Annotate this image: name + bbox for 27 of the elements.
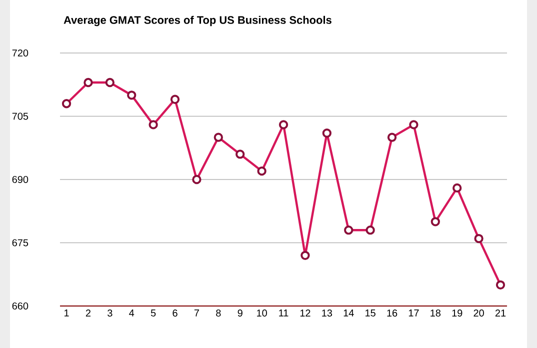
x-tick-label: 10 xyxy=(257,310,267,317)
x-tick-label: 18 xyxy=(430,310,441,317)
x-tick-label: 13 xyxy=(322,310,332,317)
y-tick-label: 705 xyxy=(12,112,28,120)
x-tick-label: 8 xyxy=(216,310,221,317)
x-tick-label: 3 xyxy=(108,310,112,317)
x-tick-label: 14 xyxy=(344,310,354,316)
x-tick-label: 9 xyxy=(238,310,242,317)
x-tick-label: 5 xyxy=(150,310,156,316)
x-tick-label: 1 xyxy=(64,310,69,316)
y-tick-label: 660 xyxy=(12,302,28,310)
x-tick-label: 6 xyxy=(172,310,178,317)
x-tick-label: 16 xyxy=(387,310,398,317)
x-tick-label: 20 xyxy=(474,310,484,317)
x-tick-label: 12 xyxy=(300,310,310,316)
x-tick-label: 19 xyxy=(452,310,462,317)
x-tick-label: 7 xyxy=(194,310,199,316)
x-tick-label: 17 xyxy=(408,310,419,316)
x-tick-label: 4 xyxy=(129,310,134,316)
chart-title: Average GMAT Scores of Top US Business Schools xyxy=(64,16,332,26)
y-tick-label: 690 xyxy=(12,176,28,184)
x-tick-label: 15 xyxy=(366,310,376,316)
y-tick-label: 720 xyxy=(12,49,28,57)
x-tick-label: 21 xyxy=(495,310,506,316)
y-tick-label: 675 xyxy=(12,239,28,246)
x-tick-label: 2 xyxy=(86,310,90,316)
x-tick-label: 11 xyxy=(279,310,288,316)
